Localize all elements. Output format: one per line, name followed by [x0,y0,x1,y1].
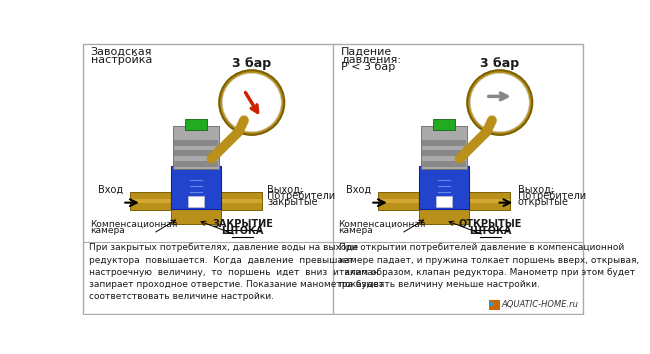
FancyBboxPatch shape [130,199,175,204]
FancyBboxPatch shape [422,139,465,145]
FancyBboxPatch shape [421,126,467,169]
FancyBboxPatch shape [173,126,219,169]
Text: Падение: Падение [341,47,392,57]
Text: камера: камера [339,226,373,235]
Text: настройка: настройка [90,55,152,65]
Text: Компенсационная: Компенсационная [339,220,426,229]
Text: При закрытых потребителях, давление воды на выходе
редуктора  повышается.  Когда: При закрытых потребителях, давление воды… [89,244,384,301]
FancyBboxPatch shape [465,192,510,210]
FancyBboxPatch shape [217,192,262,210]
FancyBboxPatch shape [465,199,510,204]
Text: открытые: открытые [517,197,569,207]
Circle shape [219,70,284,135]
Text: Вход: Вход [346,185,371,195]
FancyBboxPatch shape [378,199,423,204]
Circle shape [471,73,529,132]
FancyBboxPatch shape [436,196,452,207]
Text: камера: камера [90,226,125,235]
Text: 3 бар: 3 бар [232,57,271,70]
FancyBboxPatch shape [491,302,494,306]
Text: ШТОКА: ШТОКА [469,226,512,236]
FancyBboxPatch shape [174,139,218,145]
FancyBboxPatch shape [422,161,465,167]
Text: Компенсационная: Компенсационная [90,220,178,229]
Text: ОТКРЫТЫЕ: ОТКРЫТЫЕ [459,219,522,229]
FancyBboxPatch shape [83,44,584,314]
Text: Выход:: Выход: [267,185,304,195]
Text: Потребители: Потребители [517,191,586,201]
FancyBboxPatch shape [188,196,203,207]
Circle shape [467,70,532,135]
FancyBboxPatch shape [174,161,218,167]
Text: закрытые: закрытые [267,197,318,207]
FancyBboxPatch shape [217,199,262,204]
Text: ШТОКА: ШТОКА [221,226,264,236]
FancyBboxPatch shape [433,120,455,130]
Circle shape [222,73,281,132]
FancyBboxPatch shape [422,150,465,156]
Text: 3 бар: 3 бар [480,57,519,70]
FancyBboxPatch shape [171,166,221,209]
Text: Р < 3 бар: Р < 3 бар [341,63,395,73]
Text: При открытии потребителей давление в компенсационной
камере падает, и пружина то: При открытии потребителей давление в ком… [339,244,640,289]
FancyBboxPatch shape [174,150,218,156]
FancyBboxPatch shape [419,209,469,224]
Text: Выход:: Выход: [517,185,554,195]
FancyBboxPatch shape [419,166,469,209]
Text: давления:: давления: [341,55,401,65]
Text: Потребители: Потребители [267,191,335,201]
Text: ЗАКРЫТИЕ: ЗАКРЫТИЕ [212,219,273,229]
Text: Заводская: Заводская [90,47,152,57]
FancyBboxPatch shape [378,192,423,210]
FancyBboxPatch shape [185,120,207,130]
FancyBboxPatch shape [171,209,221,224]
Text: Вход: Вход [98,185,124,195]
FancyBboxPatch shape [489,299,500,310]
Text: AQUATIC-HOME.ru: AQUATIC-HOME.ru [501,300,578,309]
FancyBboxPatch shape [130,192,175,210]
